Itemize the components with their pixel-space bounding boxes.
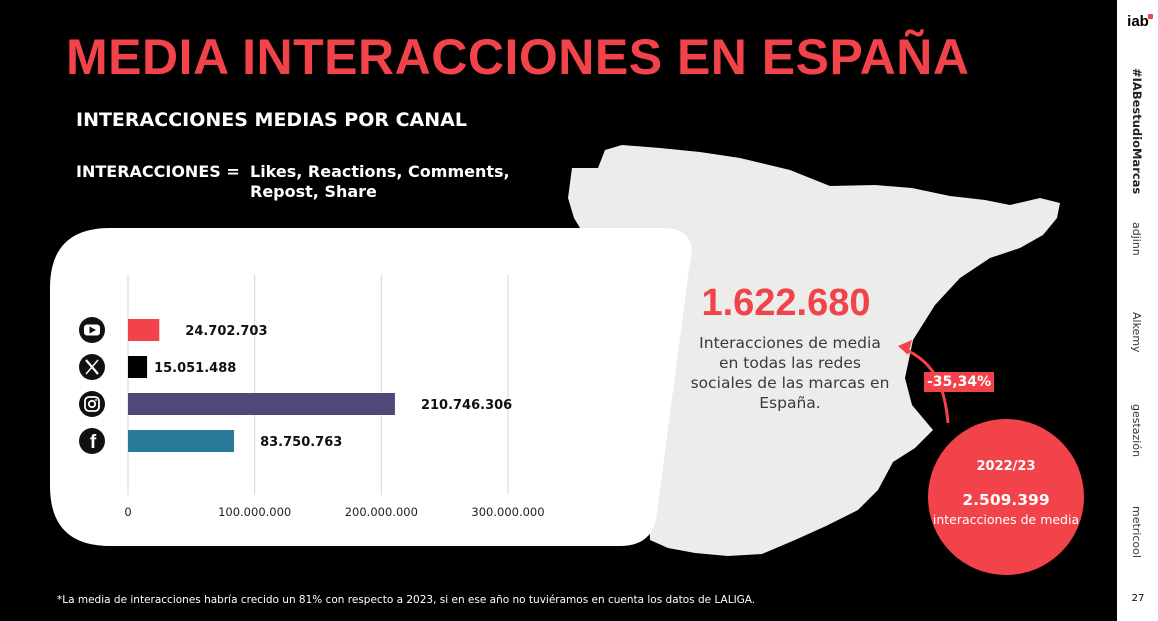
x-tick-label: 100.000.000 — [218, 505, 291, 519]
total-interactions-caption: Interacciones de media en todas las rede… — [690, 334, 890, 412]
value-label: 83.750.763 — [260, 435, 342, 450]
youtube-icon-play — [89, 326, 96, 334]
slide-graphics: 0 100.000.000 200.000.000 300.000.000 24.702… — [50, 145, 1060, 556]
value-label: 24.702.703 — [185, 324, 267, 339]
brand-metricool: metricool — [1130, 506, 1143, 558]
facebook-icon — [79, 428, 105, 454]
brand-alkemy: Alkemy — [1130, 312, 1143, 353]
sidebar — [1117, 0, 1158, 621]
definition-text: Likes, Reactions, Comments, Repost, Shar… — [250, 162, 510, 201]
x-tick-label: 0 — [124, 505, 131, 519]
chart-card — [50, 228, 692, 546]
instagram-icon — [79, 391, 105, 417]
iab-logo-accent — [1148, 14, 1153, 19]
x-tick-label: 200.000.000 — [345, 505, 418, 519]
page-number: 27 — [1131, 593, 1145, 604]
x-tick-label: 300.000.000 — [471, 505, 544, 519]
definition-label: INTERACCIONES = — [76, 162, 240, 181]
iab-logo: iab — [1127, 13, 1149, 30]
brand-gestazion: gestazión — [1130, 404, 1143, 458]
brand-adjinn: adjinn — [1130, 222, 1143, 256]
total-interactions-value: 1.622.680 — [701, 282, 871, 324]
trend-arrow-head — [898, 340, 912, 355]
section-subtitle: INTERACCIONES MEDIAS POR CANAL — [76, 109, 467, 131]
value-label: 15.051.488 — [154, 361, 236, 376]
previous-year-circle: 2022/23 2.509.399 interacciones de media — [928, 419, 1084, 575]
previous-year-value: 2.509.399 — [962, 491, 1050, 509]
x-icon-stroke — [85, 359, 99, 375]
bar-x — [128, 356, 148, 378]
change-badge: -35,34% — [924, 372, 995, 392]
bar-facebook — [128, 430, 235, 452]
instagram-icon-frame — [84, 396, 100, 412]
hashtag: #IABestudioMarcas — [1130, 68, 1144, 195]
instagram-icon-lens — [87, 399, 97, 409]
bar-youtube — [128, 319, 160, 341]
instagram-icon-dot — [95, 399, 97, 401]
previous-year-caption: interacciones de media — [932, 512, 1080, 527]
previous-year-label: 2022/23 — [976, 459, 1036, 474]
footnote: *La media de interacciones habría crecid… — [57, 594, 756, 606]
facebook-icon-glyph: f — [90, 432, 97, 453]
bar-instagram — [128, 393, 395, 415]
page-title: MEDIA INTERACCIONES EN ESPAÑA — [66, 29, 970, 85]
bar-chart: 0 100.000.000 200.000.000 300.000.000 24.702… — [79, 275, 545, 519]
value-label: 210.746.306 — [421, 398, 512, 413]
